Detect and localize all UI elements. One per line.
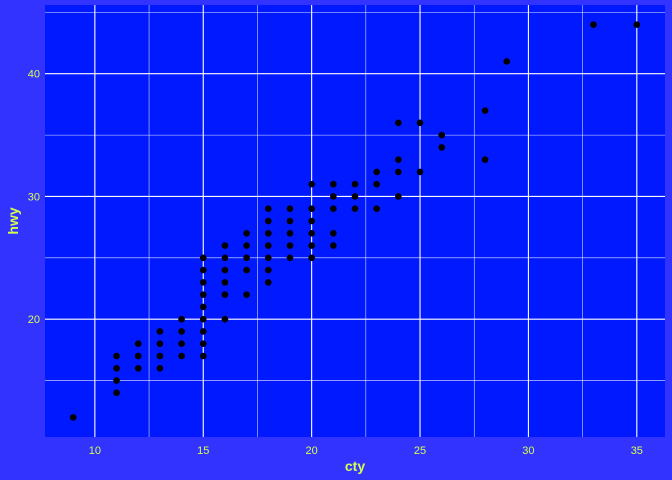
data-point	[199, 340, 207, 348]
data-point	[113, 352, 120, 360]
data-point	[243, 291, 250, 298]
data-point	[308, 242, 315, 249]
data-point	[330, 193, 337, 200]
data-point	[416, 168, 424, 176]
data-point	[590, 21, 597, 28]
data-point	[264, 266, 272, 274]
data-point	[221, 242, 229, 249]
y-axis-title: hwy	[5, 207, 21, 234]
data-point	[416, 119, 424, 127]
data-point	[395, 193, 402, 200]
data-point	[330, 205, 337, 213]
data-point	[308, 217, 315, 225]
data-point	[156, 352, 164, 360]
data-point	[286, 242, 294, 249]
data-point	[134, 352, 142, 360]
data-point	[221, 291, 229, 298]
data-point	[286, 217, 294, 225]
data-point	[481, 107, 489, 114]
data-point	[373, 205, 380, 213]
data-point	[221, 315, 229, 323]
data-point	[156, 328, 164, 335]
data-point	[178, 340, 185, 348]
data-point	[134, 340, 142, 348]
data-point	[351, 205, 359, 213]
data-point	[264, 279, 272, 286]
y-tick-label: 30	[28, 191, 40, 203]
data-point	[264, 229, 272, 237]
data-point	[308, 180, 315, 188]
data-point	[286, 254, 294, 262]
x-tick-label: 30	[522, 445, 534, 457]
data-point	[395, 168, 402, 176]
x-tick-label: 20	[306, 445, 318, 457]
y-tick-label: 40	[28, 69, 40, 81]
data-point	[438, 131, 446, 139]
data-point	[199, 352, 207, 360]
data-point	[199, 328, 207, 335]
data-point	[503, 58, 511, 65]
data-point	[308, 205, 315, 213]
data-point	[113, 389, 120, 397]
x-tick-label: 35	[631, 445, 643, 457]
data-point	[134, 364, 142, 372]
data-point	[633, 21, 641, 28]
data-point	[156, 340, 164, 348]
data-point	[264, 217, 272, 225]
x-tick-label: 10	[89, 445, 101, 457]
data-point	[199, 279, 207, 286]
data-point	[395, 119, 402, 127]
data-point	[243, 242, 250, 249]
data-point	[243, 229, 250, 237]
data-point	[264, 242, 272, 249]
data-point	[156, 364, 164, 372]
data-point	[113, 364, 120, 372]
data-point	[308, 229, 315, 237]
data-point	[178, 328, 185, 335]
data-point	[69, 414, 77, 421]
data-point	[438, 144, 446, 151]
plot-panel	[45, 5, 665, 437]
data-point	[221, 266, 229, 274]
data-point	[330, 180, 337, 188]
y-tick-label: 20	[28, 314, 40, 326]
data-point	[199, 315, 207, 323]
data-point	[221, 279, 229, 286]
y-axis-tick-labels: 20 30 40	[28, 69, 40, 326]
data-point	[264, 254, 272, 262]
data-point	[199, 291, 207, 298]
data-point	[373, 180, 380, 188]
data-point	[199, 303, 207, 311]
data-point	[395, 156, 402, 163]
x-tick-label: 15	[197, 445, 209, 457]
data-point	[330, 242, 337, 249]
data-point	[199, 266, 207, 274]
data-point	[286, 205, 294, 213]
minor-gridlines	[45, 5, 665, 437]
data-point	[481, 156, 489, 163]
data-point	[178, 315, 185, 323]
data-point	[351, 193, 359, 200]
data-point	[178, 352, 185, 360]
data-point	[243, 266, 250, 274]
data-point	[221, 254, 229, 262]
data-point	[264, 205, 272, 213]
data-point	[308, 254, 315, 262]
x-axis-tick-labels: 10 15 20 25 30 35	[89, 445, 643, 457]
x-tick-label: 25	[414, 445, 426, 457]
x-axis-title: cty	[345, 458, 365, 474]
data-point	[199, 254, 207, 262]
data-points	[69, 21, 641, 421]
data-point	[373, 168, 380, 176]
data-point	[286, 229, 294, 237]
data-point	[351, 180, 359, 188]
data-point	[113, 377, 120, 384]
data-point	[330, 229, 337, 237]
data-point	[243, 254, 250, 262]
